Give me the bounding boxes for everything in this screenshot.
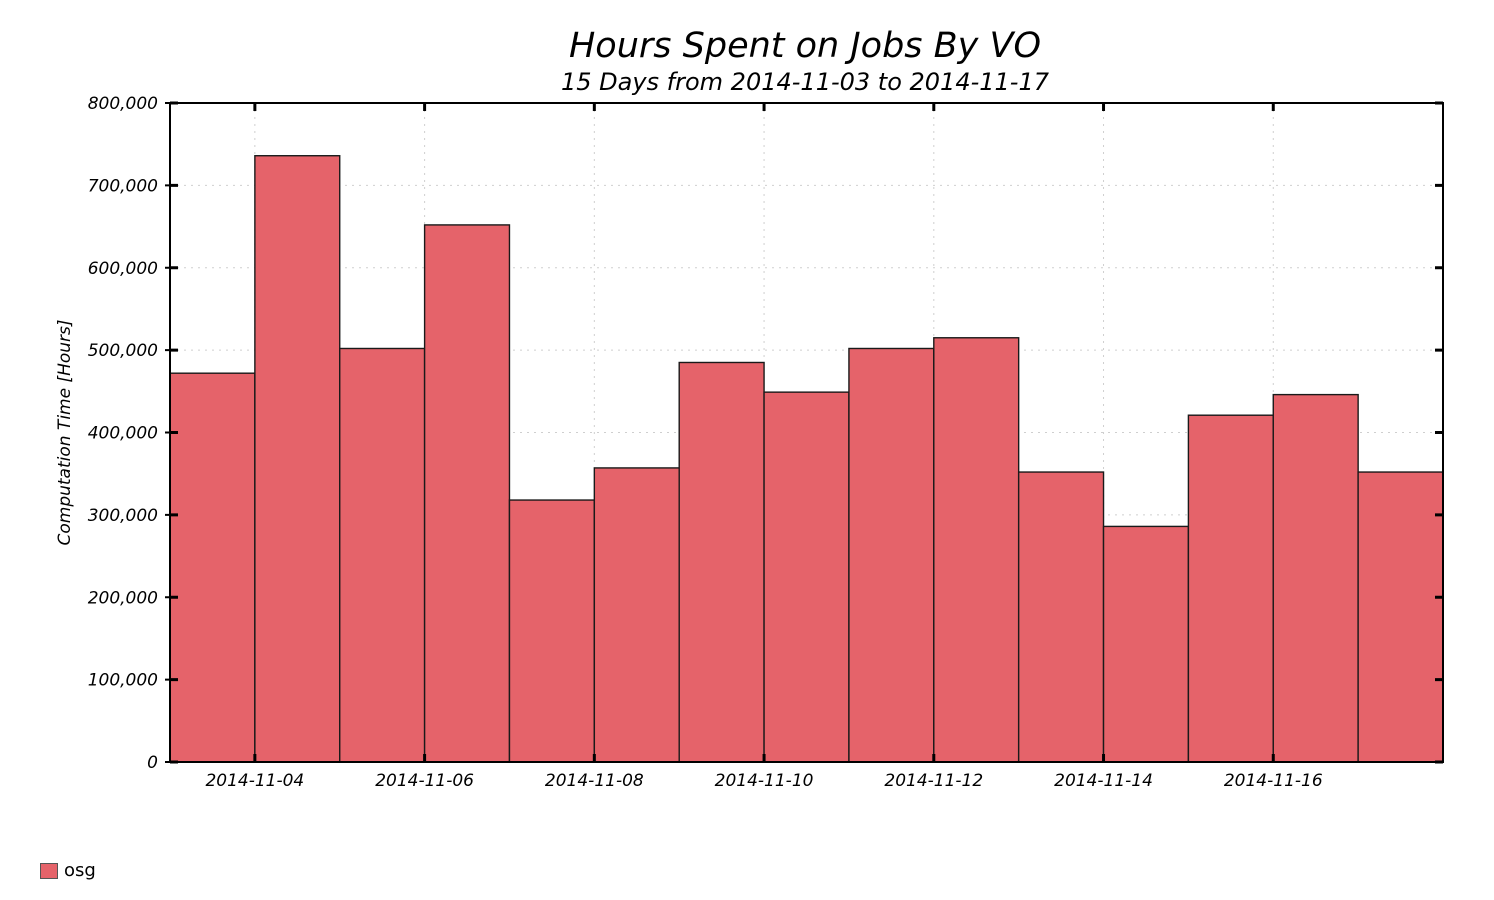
chart-title: Hours Spent on Jobs By VO xyxy=(568,26,1042,66)
bar xyxy=(848,347,935,763)
x-tick-label: 2014-11-12 xyxy=(884,771,983,791)
bar xyxy=(1017,471,1105,763)
bar xyxy=(1187,414,1274,763)
y-axis-label: Computation Time [Hours] xyxy=(55,319,75,545)
x-tick-label: 2014-11-08 xyxy=(545,771,644,791)
x-tick-label: 2014-11-06 xyxy=(375,771,474,791)
bar xyxy=(508,499,596,763)
bar xyxy=(169,372,256,763)
y-tick-label: 800,000 xyxy=(88,94,158,114)
x-tick-label: 2014-11-16 xyxy=(1224,771,1323,791)
bar-chart: 0 100,000 200,000 300,000 400,000 500,000 600,… xyxy=(55,94,1444,791)
legend: osg xyxy=(40,860,96,881)
y-tick-label: 100,000 xyxy=(88,671,158,691)
bar xyxy=(678,361,765,763)
bar xyxy=(1357,471,1444,763)
bars-layer xyxy=(169,155,1444,763)
legend-label: osg xyxy=(64,860,96,881)
chart-subtitle: 15 Days from 2014-11-03 to 2014-11-17 xyxy=(560,68,1049,96)
x-tick-label: 2014-11-10 xyxy=(715,771,814,791)
labels-layer: 0 100,000 200,000 300,000 400,000 500,000 600,… xyxy=(55,94,1323,791)
bar xyxy=(423,224,511,763)
y-tick-label: 700,000 xyxy=(88,176,158,196)
y-tick-label: 200,000 xyxy=(88,588,158,608)
bar xyxy=(339,347,426,763)
bar xyxy=(593,467,680,763)
y-tick-label: 500,000 xyxy=(88,341,158,361)
y-tick-label: 400,000 xyxy=(88,424,158,444)
bar xyxy=(763,391,850,763)
bar xyxy=(1272,393,1359,763)
bar xyxy=(254,155,341,763)
y-tick-label: 300,000 xyxy=(88,506,158,526)
x-tick-label: 2014-11-04 xyxy=(205,771,304,791)
y-tick-label: 0 xyxy=(147,753,158,773)
bar xyxy=(1102,525,1190,763)
bar xyxy=(933,337,1020,763)
y-tick-label: 600,000 xyxy=(88,259,158,279)
axes-layer xyxy=(165,101,1444,764)
legend-swatch xyxy=(40,862,58,879)
x-tick-label: 2014-11-14 xyxy=(1054,771,1153,791)
